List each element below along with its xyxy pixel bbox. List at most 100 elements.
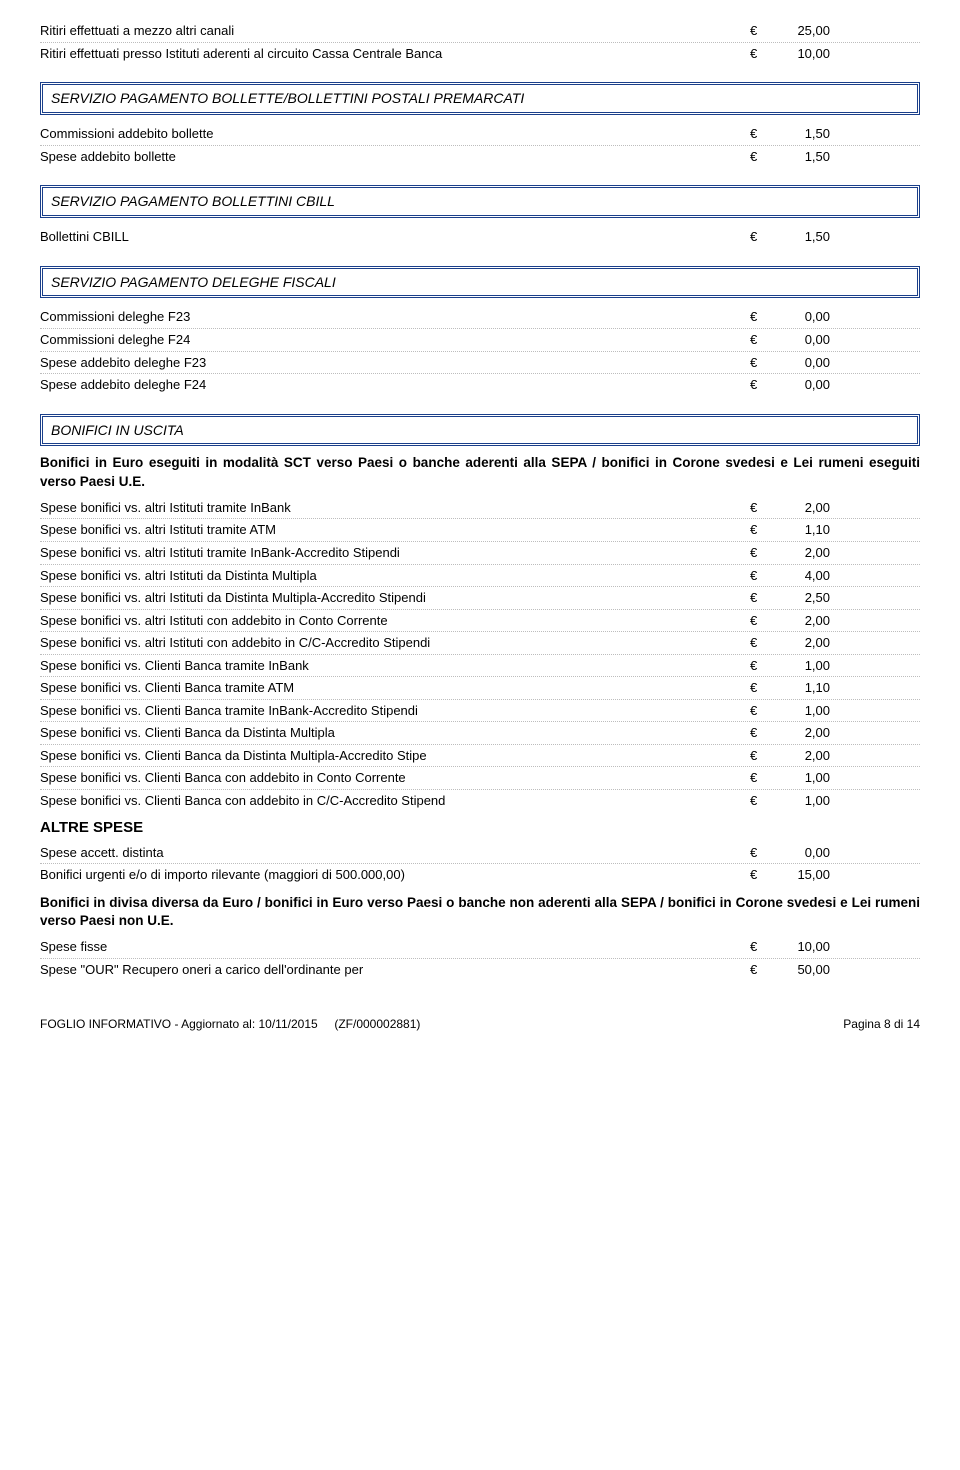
bonifici-sct-rows: Spese bonifici vs. altri Istituti tramit… — [40, 497, 920, 812]
fee-label: Commissioni deleghe F23 — [40, 308, 750, 326]
fee-value: €10,00 — [750, 938, 920, 956]
fee-row: Spese bonifici vs. Clienti Banca tramite… — [40, 655, 920, 678]
fee-label: Spese bonifici vs. altri Istituti tramit… — [40, 499, 750, 517]
fee-label: Spese addebito deleghe F23 — [40, 354, 750, 372]
fee-label: Spese bonifici vs. altri Istituti tramit… — [40, 521, 750, 539]
fee-value: €2,50 — [750, 589, 920, 607]
fee-value: €2,00 — [750, 612, 920, 630]
fee-row: Spese bonifici vs. altri Istituti da Dis… — [40, 565, 920, 588]
fee-label: Ritiri effettuati a mezzo altri canali — [40, 22, 750, 40]
fee-row: Commissioni addebito bollette€1,50 — [40, 123, 920, 146]
fee-value: €2,00 — [750, 724, 920, 742]
altre-spese-rows: Spese accett. distinta€0,00Bonifici urge… — [40, 842, 920, 886]
fee-label: Spese bonifici vs. altri Istituti da Dis… — [40, 567, 750, 585]
fee-row: Spese bonifici vs. altri Istituti da Dis… — [40, 587, 920, 610]
fee-row: Spese bonifici vs. Clienti Banca tramite… — [40, 677, 920, 700]
fee-label: Spese bonifici vs. Clienti Banca da Dist… — [40, 747, 750, 765]
fee-value: €4,00 — [750, 567, 920, 585]
fee-row: Spese bonifici vs. Clienti Banca da Dist… — [40, 722, 920, 745]
fee-value: €2,00 — [750, 499, 920, 517]
fee-value: €1,00 — [750, 657, 920, 675]
fee-label: Spese bonifici vs. Clienti Banca con add… — [40, 792, 750, 810]
fee-label: Spese bonifici vs. Clienti Banca tramite… — [40, 702, 750, 720]
section-cbill-rows: Bollettini CBILL€1,50 — [40, 226, 920, 248]
fee-value: €50,00 — [750, 961, 920, 979]
fee-label: Spese "OUR" Recupero oneri a carico dell… — [40, 961, 750, 979]
altre-spese-heading: ALTRE SPESE — [40, 818, 920, 838]
bonifici-noneu-description: Bonifici in divisa diversa da Euro / bon… — [40, 894, 920, 930]
fee-row: Spese fisse€10,00 — [40, 936, 920, 959]
fee-value: €0,00 — [750, 844, 920, 862]
fee-label: Spese bonifici vs. Clienti Banca tramite… — [40, 657, 750, 675]
fee-row: Spese addebito deleghe F23€0,00 — [40, 352, 920, 375]
fee-label: Spese bonifici vs. altri Istituti con ad… — [40, 634, 750, 652]
fee-row: Bonifici urgenti e/o di importo rilevant… — [40, 864, 920, 886]
fee-row: Spese bonifici vs. Clienti Banca con add… — [40, 790, 920, 812]
fee-value: €2,00 — [750, 747, 920, 765]
fee-value: €0,00 — [750, 308, 920, 326]
fee-value: €1,00 — [750, 769, 920, 787]
fee-label: Bonifici urgenti e/o di importo rilevant… — [40, 866, 750, 884]
fee-value: €1,10 — [750, 679, 920, 697]
fee-value: €2,00 — [750, 634, 920, 652]
fee-row: Spese addebito bollette€1,50 — [40, 146, 920, 168]
fee-label: Spese bonifici vs. Clienti Banca tramite… — [40, 679, 750, 697]
section-deleghe-rows: Commissioni deleghe F23€0,00Commissioni … — [40, 306, 920, 395]
section-heading-deleghe: SERVIZIO PAGAMENTO DELEGHE FISCALI — [40, 266, 920, 299]
fee-row: Spese addebito deleghe F24€0,00 — [40, 374, 920, 396]
section-heading-bonifici: BONIFICI IN USCITA — [40, 414, 920, 447]
fee-label: Spese addebito deleghe F24 — [40, 376, 750, 394]
footer-left: FOGLIO INFORMATIVO - Aggiornato al: 10/1… — [40, 1016, 420, 1032]
section-bollette-rows: Commissioni addebito bollette€1,50Spese … — [40, 123, 920, 167]
fee-value: €1,50 — [750, 148, 920, 166]
fee-row: Spese bonifici vs. altri Istituti tramit… — [40, 519, 920, 542]
section-heading-bollette: SERVIZIO PAGAMENTO BOLLETTE/BOLLETTINI P… — [40, 82, 920, 115]
section-heading-cbill: SERVIZIO PAGAMENTO BOLLETTINI CBILL — [40, 185, 920, 218]
fee-row: Commissioni deleghe F23€0,00 — [40, 306, 920, 329]
fee-value: €1,00 — [750, 702, 920, 720]
fee-row: Spese bonifici vs. altri Istituti con ad… — [40, 632, 920, 655]
fee-label: Ritiri effettuati presso Istituti aderen… — [40, 45, 750, 63]
fee-value: €1,00 — [750, 792, 920, 810]
fee-label: Bollettini CBILL — [40, 228, 750, 246]
fee-label: Spese addebito bollette — [40, 148, 750, 166]
fee-row: Spese bonifici vs. altri Istituti tramit… — [40, 542, 920, 565]
fee-label: Spese fisse — [40, 938, 750, 956]
fee-row: Bollettini CBILL€1,50 — [40, 226, 920, 248]
fee-value: €0,00 — [750, 354, 920, 372]
fee-row: Spese "OUR" Recupero oneri a carico dell… — [40, 959, 920, 981]
fee-label: Spese accett. distinta — [40, 844, 750, 862]
fee-label: Commissioni addebito bollette — [40, 125, 750, 143]
fee-value: €15,00 — [750, 866, 920, 884]
fee-row: Commissioni deleghe F24€0,00 — [40, 329, 920, 352]
fee-row: Spese accett. distinta€0,00 — [40, 842, 920, 865]
section-title: SERVIZIO PAGAMENTO BOLLETTE/BOLLETTINI P… — [51, 90, 524, 106]
fee-label: Spese bonifici vs. altri Istituti con ad… — [40, 612, 750, 630]
page-footer: FOGLIO INFORMATIVO - Aggiornato al: 10/1… — [40, 1010, 920, 1032]
fee-label: Spese bonifici vs. altri Istituti da Dis… — [40, 589, 750, 607]
fee-label: Spese bonifici vs. altri Istituti tramit… — [40, 544, 750, 562]
fee-row: Spese bonifici vs. Clienti Banca da Dist… — [40, 745, 920, 768]
bonifici-sct-description: Bonifici in Euro eseguiti in modalità SC… — [40, 454, 920, 490]
fee-row: Spese bonifici vs. altri Istituti tramit… — [40, 497, 920, 520]
fee-label: Spese bonifici vs. Clienti Banca da Dist… — [40, 724, 750, 742]
fee-row: Ritiri effettuati presso Istituti aderen… — [40, 43, 920, 65]
footer-page-number: Pagina 8 di 14 — [843, 1016, 920, 1032]
fee-value: €1,50 — [750, 125, 920, 143]
fee-value: €1,10 — [750, 521, 920, 539]
section-title: SERVIZIO PAGAMENTO BOLLETTINI CBILL — [51, 193, 335, 209]
section-title: BONIFICI IN USCITA — [51, 422, 184, 438]
fee-value: €0,00 — [750, 331, 920, 349]
fee-row: Spese bonifici vs. Clienti Banca tramite… — [40, 700, 920, 723]
fee-label: Spese bonifici vs. Clienti Banca con add… — [40, 769, 750, 787]
bonifici-noneu-rows: Spese fisse€10,00Spese "OUR" Recupero on… — [40, 936, 920, 980]
intro-rows: Ritiri effettuati a mezzo altri canali €… — [40, 20, 920, 64]
fee-row: Spese bonifici vs. Clienti Banca con add… — [40, 767, 920, 790]
fee-value: € 25,00 — [750, 22, 920, 40]
fee-value: €2,00 — [750, 544, 920, 562]
fee-value: €0,00 — [750, 376, 920, 394]
fee-value: €1,50 — [750, 228, 920, 246]
fee-label: Commissioni deleghe F24 — [40, 331, 750, 349]
section-title: SERVIZIO PAGAMENTO DELEGHE FISCALI — [51, 274, 336, 290]
fee-row: Ritiri effettuati a mezzo altri canali €… — [40, 20, 920, 43]
